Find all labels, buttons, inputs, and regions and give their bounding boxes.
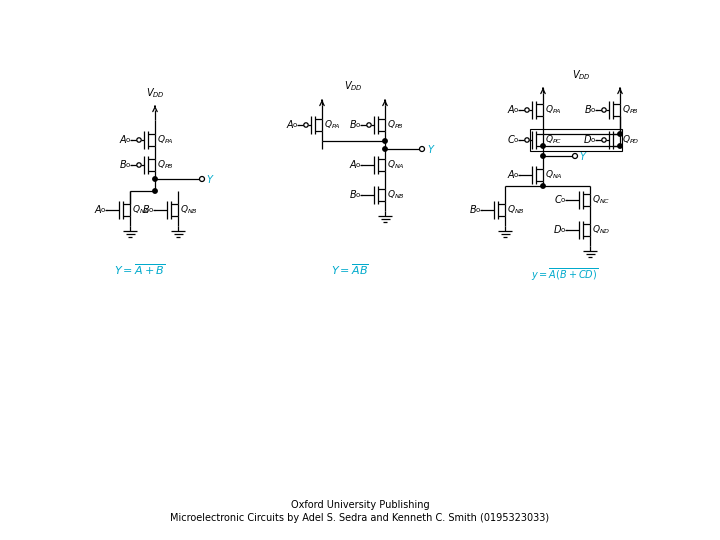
Text: D: D bbox=[583, 135, 591, 145]
Text: $V_{DD}$: $V_{DD}$ bbox=[572, 68, 590, 82]
Text: B: B bbox=[120, 160, 126, 170]
Circle shape bbox=[304, 123, 308, 127]
Text: B: B bbox=[584, 105, 591, 115]
Circle shape bbox=[572, 153, 577, 159]
Text: Oxford University Publishing: Oxford University Publishing bbox=[291, 500, 429, 510]
Text: $Q_{NB}$: $Q_{NB}$ bbox=[180, 204, 198, 216]
Text: $Y$: $Y$ bbox=[206, 173, 215, 185]
Text: D: D bbox=[554, 225, 561, 235]
Text: A: A bbox=[508, 105, 514, 115]
Text: o: o bbox=[561, 227, 565, 233]
Circle shape bbox=[602, 138, 606, 142]
Text: $Q_{PB}$: $Q_{PB}$ bbox=[157, 159, 174, 171]
Text: $Q_{NC}$: $Q_{NC}$ bbox=[592, 194, 611, 206]
Text: o: o bbox=[514, 172, 518, 178]
Circle shape bbox=[383, 139, 387, 143]
Text: $Q_{PA}$: $Q_{PA}$ bbox=[157, 134, 174, 146]
Text: $Q_{NB}$: $Q_{NB}$ bbox=[387, 189, 405, 201]
Text: $V_{DD}$: $V_{DD}$ bbox=[343, 79, 362, 93]
Text: $Q_{NA}$: $Q_{NA}$ bbox=[545, 168, 563, 181]
Text: o: o bbox=[149, 207, 153, 213]
Text: C: C bbox=[554, 195, 561, 205]
Text: Microelectronic Circuits by Adel S. Sedra and Kenneth C. Smith (0195323033): Microelectronic Circuits by Adel S. Sedr… bbox=[171, 513, 549, 523]
Text: o: o bbox=[101, 207, 105, 213]
Circle shape bbox=[525, 138, 529, 142]
Text: $Q_{PD}$: $Q_{PD}$ bbox=[622, 134, 639, 146]
Text: $Y$: $Y$ bbox=[427, 143, 436, 155]
Text: $Q_{PB}$: $Q_{PB}$ bbox=[387, 119, 404, 131]
Text: o: o bbox=[514, 137, 518, 143]
Circle shape bbox=[366, 123, 372, 127]
Text: o: o bbox=[514, 107, 518, 113]
Circle shape bbox=[602, 108, 606, 112]
Text: o: o bbox=[356, 162, 360, 168]
Circle shape bbox=[541, 184, 545, 188]
Circle shape bbox=[153, 177, 157, 181]
Text: o: o bbox=[476, 207, 480, 213]
Text: B: B bbox=[469, 205, 476, 215]
Circle shape bbox=[525, 108, 529, 112]
Circle shape bbox=[420, 146, 425, 152]
Text: $Q_{NA}$: $Q_{NA}$ bbox=[387, 159, 405, 171]
Text: $Q_{PB}$: $Q_{PB}$ bbox=[622, 104, 639, 116]
Text: $Y = \overline{AB}$: $Y = \overline{AB}$ bbox=[331, 262, 369, 278]
Circle shape bbox=[199, 177, 204, 181]
Text: $Q_{NB}$: $Q_{NB}$ bbox=[507, 204, 525, 216]
Text: $Q_{PA}$: $Q_{PA}$ bbox=[324, 119, 341, 131]
Text: B: B bbox=[349, 120, 356, 130]
Text: o: o bbox=[356, 192, 360, 198]
Text: A: A bbox=[508, 170, 514, 180]
Text: o: o bbox=[293, 122, 297, 128]
Circle shape bbox=[137, 138, 141, 142]
Text: A: A bbox=[120, 135, 126, 145]
Text: o: o bbox=[561, 197, 565, 203]
Bar bbox=[530, 129, 622, 151]
Text: $Y = \overline{A + B}$: $Y = \overline{A + B}$ bbox=[114, 262, 166, 278]
Text: $Q_{PC}$: $Q_{PC}$ bbox=[545, 134, 562, 146]
Text: C: C bbox=[508, 135, 514, 145]
Text: $y = \overline{A(B + CD)}$: $y = \overline{A(B + CD)}$ bbox=[531, 267, 598, 283]
Circle shape bbox=[618, 132, 622, 136]
Circle shape bbox=[153, 189, 157, 193]
Text: o: o bbox=[126, 162, 130, 168]
Text: $V_{DD}$: $V_{DD}$ bbox=[145, 86, 164, 100]
Text: $Q_{PA}$: $Q_{PA}$ bbox=[545, 104, 562, 116]
Text: B: B bbox=[349, 190, 356, 200]
Text: o: o bbox=[126, 137, 130, 143]
Text: $Y$: $Y$ bbox=[579, 150, 588, 162]
Text: o: o bbox=[591, 137, 595, 143]
Text: $Q_{ND}$: $Q_{ND}$ bbox=[592, 224, 611, 237]
Text: A: A bbox=[94, 205, 101, 215]
Text: o: o bbox=[591, 107, 595, 113]
Text: A: A bbox=[349, 160, 356, 170]
Circle shape bbox=[541, 154, 545, 158]
Circle shape bbox=[541, 144, 545, 148]
Circle shape bbox=[618, 144, 622, 148]
Text: $Q_{NA}$: $Q_{NA}$ bbox=[132, 204, 150, 216]
Text: A: A bbox=[287, 120, 293, 130]
Circle shape bbox=[383, 147, 387, 151]
Text: o: o bbox=[356, 122, 360, 128]
Circle shape bbox=[137, 163, 141, 167]
Text: B: B bbox=[143, 205, 149, 215]
